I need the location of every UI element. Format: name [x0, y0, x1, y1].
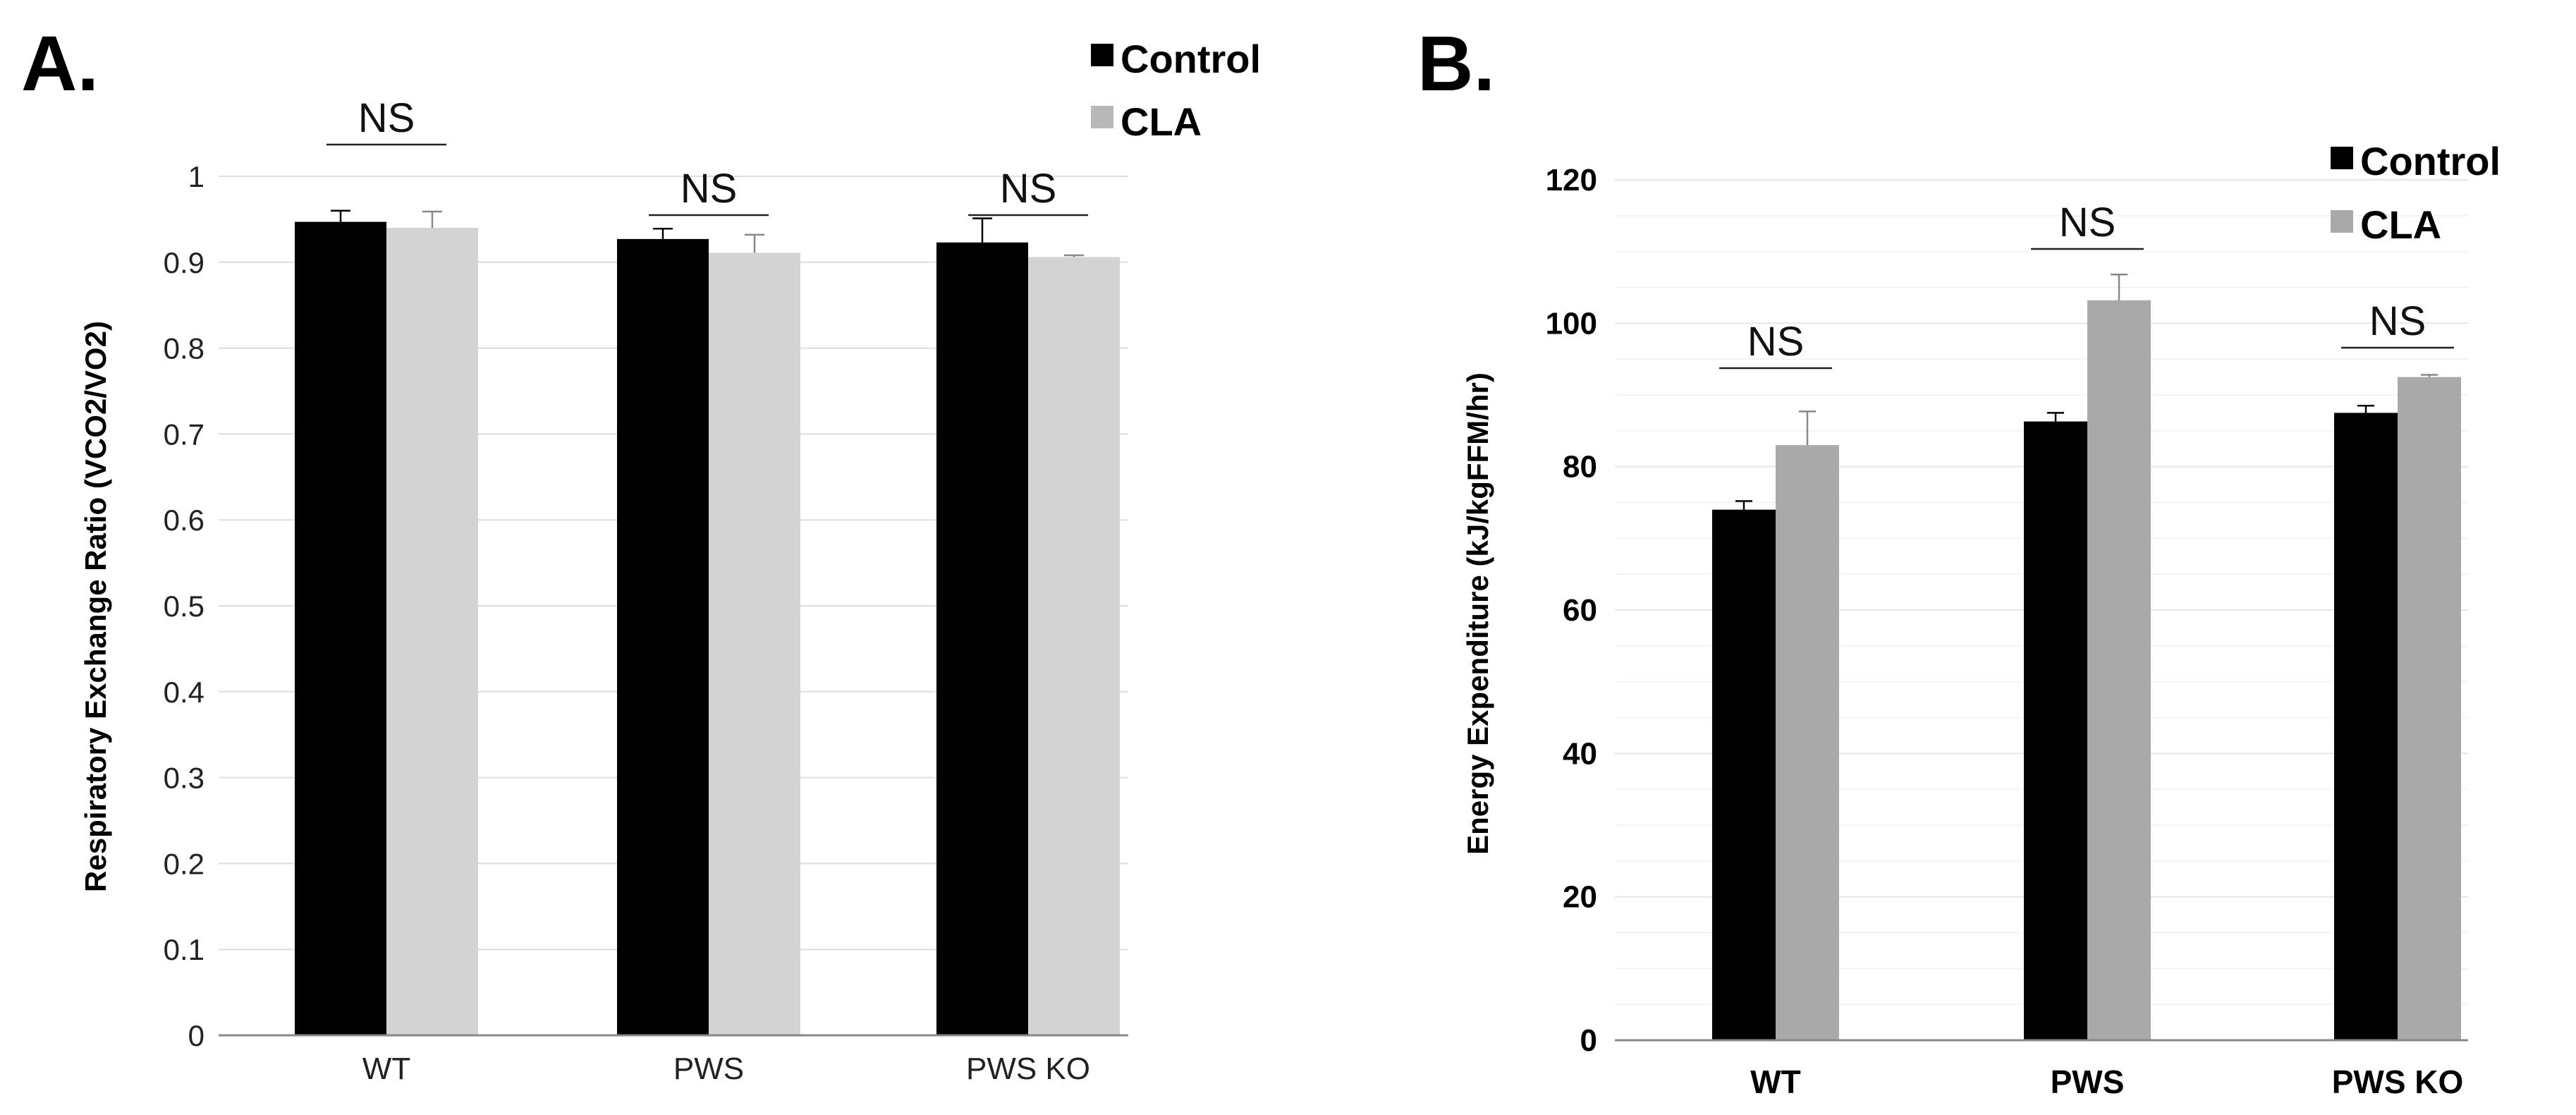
panel-a-categories: WT PWS PWS KO — [362, 1052, 1090, 1086]
significance-label: NS — [2369, 298, 2427, 344]
legend-swatch-cla — [1091, 106, 1113, 128]
bar-cla-wt — [386, 228, 478, 1036]
bar-cla-pws — [709, 252, 800, 1036]
bar-cla-pws-ko — [2398, 377, 2461, 1040]
significance-label: NS — [680, 166, 738, 212]
bar-control-wt — [1712, 509, 1776, 1040]
panel-b-y-axis-label: Energy Expenditure (kJ/kgFFM/hr) — [1461, 372, 1494, 855]
legend-label-control: Control — [1121, 37, 1261, 81]
panel-b-letter: B. — [1417, 20, 1495, 107]
x-category-label: WT — [362, 1052, 410, 1086]
y-tick-label: 0.4 — [164, 676, 205, 709]
y-tick-label: 40 — [1563, 736, 1597, 771]
panel-b-chart: B. NS NS NS 0 20 40 60 80 100 120 WT PWS PWS KO En… — [1417, 20, 2501, 1100]
bar-control-pws — [617, 238, 709, 1035]
legend-label-cla: CLA — [2360, 202, 2441, 247]
y-tick-label: 0.6 — [164, 504, 205, 537]
bar-control-pws — [2024, 421, 2087, 1040]
panel-b-y-ticks: 0 20 40 60 80 100 120 — [1546, 163, 1597, 1058]
panel-a-y-ticks: 0 0.1 0.2 0.3 0.4 0.5 0.6 0.7 0.8 0.9 1 — [164, 160, 205, 1052]
bar-cla-wt — [1776, 445, 1839, 1040]
panel-b-bars — [1712, 300, 2461, 1040]
y-tick-label: 0.3 — [164, 762, 205, 795]
x-category-label: PWS KO — [2332, 1064, 2464, 1100]
significance-label: NS — [1000, 166, 1057, 212]
y-tick-label: 0 — [1580, 1023, 1597, 1058]
panel-b-legend: Control CLA — [2331, 139, 2501, 247]
y-tick-label: 120 — [1546, 163, 1597, 197]
y-tick-label: 1 — [188, 160, 205, 193]
y-tick-label: 0.2 — [164, 847, 205, 880]
y-tick-label: 0.7 — [164, 418, 205, 451]
y-tick-label: 0 — [188, 1019, 205, 1052]
bar-control-wt — [295, 221, 386, 1036]
legend-label-cla: CLA — [1121, 99, 1202, 144]
y-tick-label: 80 — [1563, 450, 1597, 485]
x-category-label: PWS — [2051, 1064, 2125, 1100]
legend-swatch-control — [2331, 147, 2353, 169]
y-tick-label: 0.1 — [164, 933, 205, 966]
y-tick-label: 60 — [1563, 593, 1597, 628]
panel-a-y-axis-label: Respiratory Exchange Ratio (VCO2/VO2) — [79, 321, 112, 892]
panel-b-categories: WT PWS PWS KO — [1750, 1064, 2463, 1100]
legend-label-control: Control — [2360, 139, 2501, 183]
panel-a-letter: A. — [21, 20, 99, 107]
bar-control-pws-ko — [2334, 413, 2398, 1040]
panel-a-error-bars — [331, 209, 1084, 257]
bar-control-pws-ko — [936, 242, 1028, 1035]
y-tick-label: 20 — [1563, 880, 1597, 915]
y-tick-label: 100 — [1546, 306, 1597, 341]
bar-cla-pws — [2087, 300, 2151, 1040]
legend-swatch-cla — [2331, 210, 2353, 233]
panel-a-bars — [295, 221, 1120, 1036]
significance-label: NS — [2059, 200, 2116, 245]
x-category-label: PWS KO — [966, 1052, 1090, 1086]
bar-cla-pws-ko — [1028, 257, 1120, 1036]
y-tick-label: 0.8 — [164, 332, 205, 365]
panel-b-significance: NS NS NS — [1719, 200, 2454, 370]
panel-a-significance: NS NS NS — [326, 95, 1088, 217]
y-tick-label: 0.5 — [164, 590, 205, 623]
panel-a-legend: Control CLA — [1091, 37, 1261, 144]
y-tick-label: 0.9 — [164, 246, 205, 279]
x-category-label: PWS — [673, 1052, 744, 1086]
legend-swatch-control — [1091, 44, 1113, 66]
significance-label: NS — [358, 95, 415, 141]
panel-b-error-bars — [1735, 273, 2438, 510]
x-category-label: WT — [1750, 1064, 1801, 1100]
significance-label: NS — [1747, 319, 1805, 365]
